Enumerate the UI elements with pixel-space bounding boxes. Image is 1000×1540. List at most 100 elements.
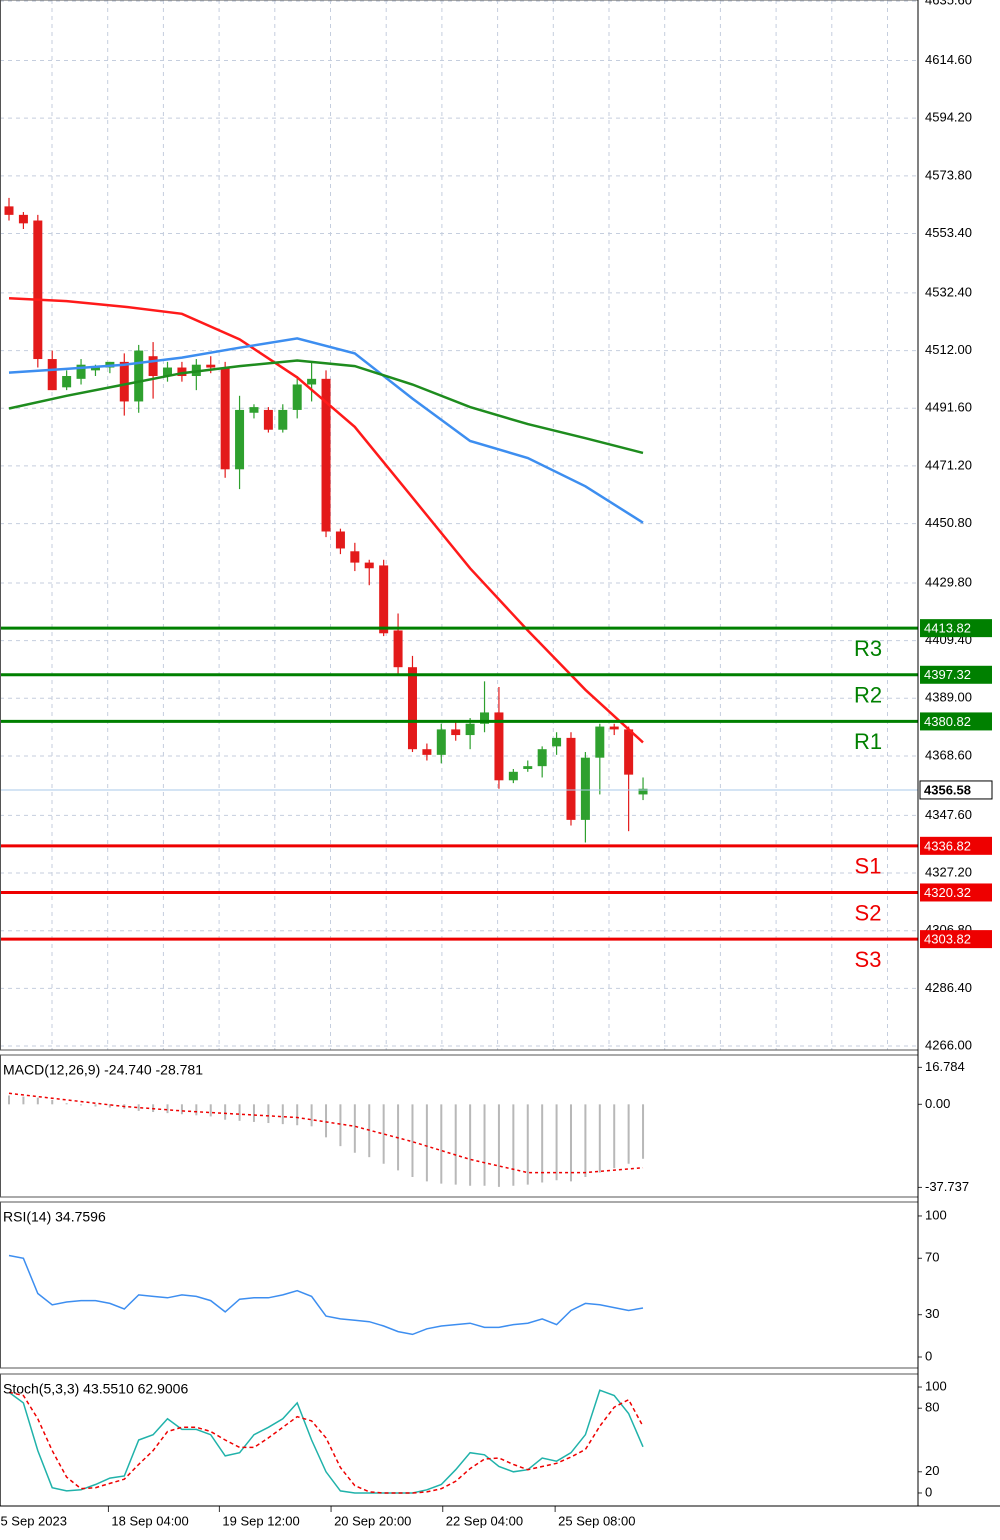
y-tick-label: 4594.20: [925, 110, 972, 125]
candle-body: [249, 407, 259, 413]
panel-plot: [8, 1389, 644, 1494]
y-tick-label: 4429.80: [925, 574, 972, 589]
y-tick-label: 4347.60: [925, 807, 972, 822]
y-tick-label: 0.00: [925, 1096, 950, 1111]
y-tick-label: 4286.40: [925, 980, 972, 995]
level-price-box: [920, 712, 992, 731]
candle-body: [624, 729, 634, 775]
level-price-box: [920, 930, 992, 949]
level-price-box: [920, 619, 992, 638]
candle-body: [364, 562, 374, 569]
x-tick-label: 20 Sep 20:00: [334, 1513, 411, 1528]
level-price-label: 4303.82: [924, 932, 971, 947]
last-price-box: [919, 780, 993, 800]
y-tick-label: 4635.60: [925, 0, 972, 8]
candle-body: [177, 367, 187, 377]
candle-body: [76, 364, 86, 379]
y-tick-label: -37.737: [925, 1179, 969, 1194]
candle-body: [307, 378, 317, 385]
y-tick-label: 100: [925, 1207, 947, 1222]
indicator-title: RSI(14) 34.7596: [3, 1209, 106, 1225]
panel-plot: R3 R2 R1 S1 S2 S3: [0, 0, 918, 1050]
candle-body: [4, 206, 14, 215]
indicator-line: [8, 1389, 644, 1494]
x-tick-label: 5 Sep 2023: [0, 1513, 67, 1528]
candle-body: [407, 667, 417, 750]
x-tick-label: 19 Sep 12:00: [222, 1513, 299, 1528]
level-name: R3: [854, 636, 882, 661]
x-tick-label: 25 Sep 08:00: [558, 1513, 635, 1528]
indicator-line: [8, 1391, 644, 1494]
y-tick-label: 4532.40: [925, 284, 972, 299]
y-tick-label: 4389.00: [925, 690, 972, 705]
candle-body: [220, 367, 230, 470]
candle-body: [494, 712, 504, 781]
y-tick-label: 4368.60: [925, 747, 972, 762]
candle-body: [350, 551, 360, 563]
candle-body: [335, 531, 345, 549]
level-name: R1: [854, 729, 882, 754]
y-tick-label: 80: [925, 1400, 939, 1415]
moving-average: [8, 337, 644, 524]
candle-body: [33, 220, 43, 360]
y-tick-label: 4614.60: [925, 52, 972, 67]
candle-body: [278, 409, 288, 430]
level-price-label: 4397.32: [924, 667, 971, 682]
candle-body: [18, 214, 28, 224]
y-tick-label: 16.784: [925, 1059, 965, 1074]
y-tick-label: 30: [925, 1306, 939, 1321]
candle-body: [393, 630, 403, 668]
y-tick-label: 4491.60: [925, 400, 972, 415]
level-price-label: 4380.82: [924, 714, 971, 729]
last-price-label: 4356.58: [924, 782, 971, 797]
x-tick-label: 18 Sep 04:00: [111, 1513, 188, 1528]
candle-body: [580, 757, 590, 820]
candle-body: [47, 359, 57, 391]
indicator-title: Stoch(5,3,3) 43.5510 62.9006: [3, 1381, 188, 1397]
level-price-box: [920, 665, 992, 684]
candle-body: [134, 350, 144, 402]
y-tick-label: 20: [925, 1463, 939, 1478]
candle-body: [552, 737, 562, 747]
y-tick-label: 4327.20: [925, 864, 972, 879]
candle-body: [62, 376, 72, 388]
candle-body: [163, 367, 173, 377]
moving-average: [8, 297, 644, 744]
y-tick-label: 70: [925, 1250, 939, 1265]
y-tick-label: 100: [925, 1378, 947, 1393]
level-price-box: [920, 836, 992, 855]
candle-body: [523, 766, 533, 769]
candle-body: [235, 409, 245, 470]
level-name: S1: [855, 854, 882, 879]
y-tick-label: 4471.20: [925, 457, 972, 472]
candle-body: [379, 565, 389, 634]
level-price-label: 4413.82: [924, 621, 971, 636]
panel-plot: [8, 1092, 645, 1187]
candle-body: [508, 771, 518, 781]
level-name: S3: [855, 947, 882, 972]
candle-body: [537, 749, 547, 767]
moving-average: [8, 359, 644, 455]
level-price-label: 4320.32: [924, 885, 971, 900]
level-name: S2: [855, 900, 882, 925]
candle-body: [609, 726, 619, 730]
candle-body: [436, 729, 446, 755]
y-tick-label: 4573.80: [925, 167, 972, 182]
level-price-label: 4336.82: [924, 838, 971, 853]
x-tick-label: 22 Sep 04:00: [446, 1513, 523, 1528]
candle-body: [206, 364, 216, 368]
macd-signal: [8, 1092, 644, 1174]
y-tick-label: 0: [925, 1484, 932, 1499]
candle-body: [451, 729, 461, 736]
candle-body: [465, 723, 475, 736]
candle-body: [90, 367, 100, 371]
candle-body: [148, 356, 158, 377]
y-tick-label: 4450.80: [925, 515, 972, 530]
candle-body: [595, 726, 605, 758]
y-tick-label: 0: [925, 1348, 932, 1363]
candle-body: [480, 712, 490, 724]
panel-plot: [8, 1254, 644, 1336]
y-tick-label: 4553.40: [925, 225, 972, 240]
y-tick-label: 4266.00: [925, 1037, 972, 1052]
